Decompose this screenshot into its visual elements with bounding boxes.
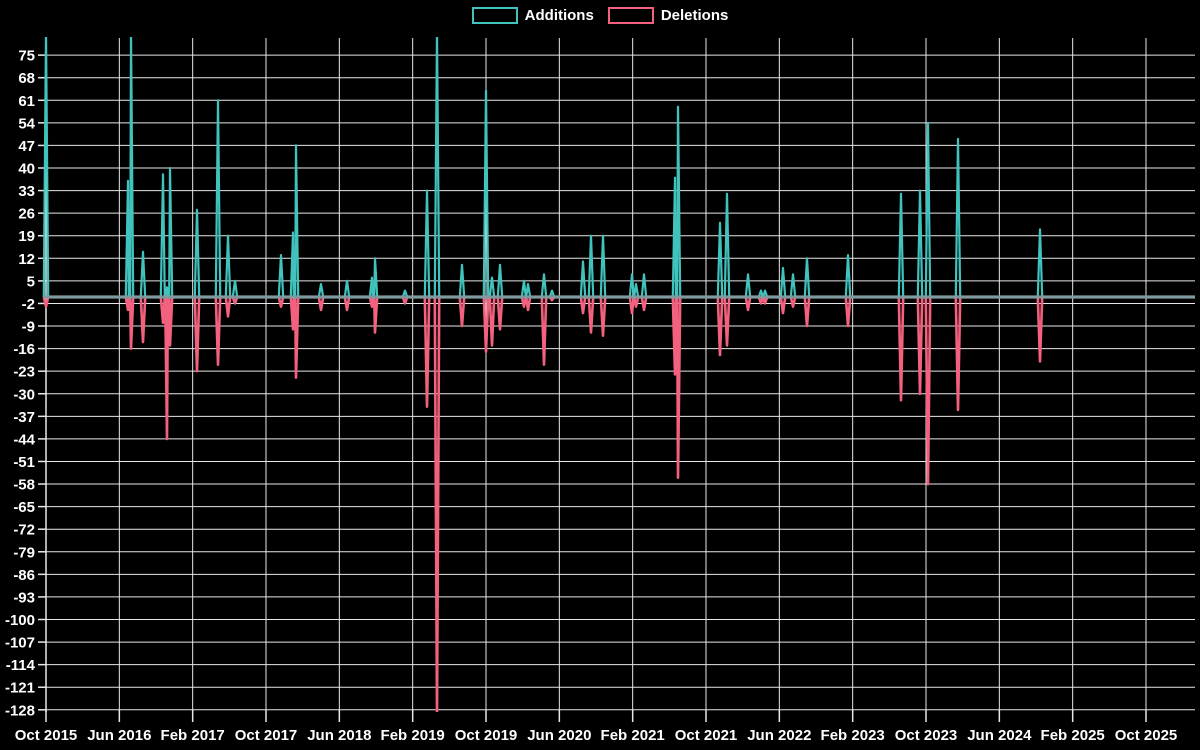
chart-legend: Additions Deletions <box>0 7 1200 24</box>
y-tick-label: -30 <box>13 386 35 403</box>
y-tick-label: -114 <box>6 657 36 674</box>
y-tick-label: -58 <box>13 477 35 494</box>
y-tick-label: 68 <box>18 70 35 87</box>
y-tick-label: -121 <box>5 680 35 697</box>
y-axis-labels: 75 68 61 54 47 40 33 26 19 12 5 -2 -9 -16 -23 -30 -37 -44… <box>5 48 36 720</box>
y-tick-label: -44 <box>13 431 35 448</box>
deletions-swatch-icon <box>607 7 654 24</box>
y-tick-label: -2 <box>22 296 35 313</box>
y-grid <box>38 54 1195 711</box>
x-tick-label: Feb 2021 <box>601 727 665 744</box>
y-tick-label: -16 <box>13 341 35 358</box>
x-tick-label: Feb 2025 <box>1041 727 1105 744</box>
y-tick-label: 54 <box>18 115 35 132</box>
y-tick-label: -65 <box>13 499 35 516</box>
y-tick-label: 26 <box>18 206 35 223</box>
additions-line <box>42 37 1195 299</box>
y-tick-label: 61 <box>18 93 35 110</box>
x-tick-label: Jun 2018 <box>307 727 371 744</box>
legend-item-deletions[interactable]: Deletions <box>607 7 729 24</box>
y-tick-label: 5 <box>27 273 35 290</box>
y-tick-label: -23 <box>13 364 35 381</box>
x-tick-label: Jun 2016 <box>87 727 151 744</box>
x-tick-label: Feb 2023 <box>821 727 885 744</box>
y-tick-label: -128 <box>5 702 35 719</box>
x-tick-label: Feb 2017 <box>161 727 225 744</box>
y-tick-label: 40 <box>18 161 35 178</box>
x-tick-label: Jun 2024 <box>967 727 1032 744</box>
y-tick-label: -79 <box>13 544 35 561</box>
y-tick-label: -100 <box>5 612 35 629</box>
y-tick-label: 19 <box>18 228 35 245</box>
y-tick-label: -86 <box>13 567 35 584</box>
y-tick-label: -107 <box>5 635 35 652</box>
y-tick-label: -37 <box>13 409 35 426</box>
x-tick-label: Oct 2017 <box>235 727 298 744</box>
x-tick-label: Oct 2021 <box>675 727 738 744</box>
x-tick-label: Oct 2015 <box>15 727 78 744</box>
deletions-line <box>42 295 1195 712</box>
y-tick-label: 47 <box>18 138 35 155</box>
legend-item-additions[interactable]: Additions <box>471 7 594 24</box>
y-tick-label: -51 <box>13 454 35 471</box>
x-tick-label: Oct 2025 <box>1115 727 1178 744</box>
x-tick-label: Jun 2020 <box>527 727 591 744</box>
y-tick-label: 33 <box>18 183 35 200</box>
y-tick-label: 12 <box>18 251 35 268</box>
y-tick-label: -9 <box>22 319 35 336</box>
y-tick-label: 75 <box>18 48 35 65</box>
x-axis-labels: Oct 2015 Jun 2016 Feb 2017 Oct 2017 Jun 2018… <box>15 727 1178 744</box>
additions-swatch-icon <box>471 7 518 24</box>
x-tick-label: Oct 2023 <box>895 727 958 744</box>
deletions-legend-label: Deletions <box>660 7 729 24</box>
y-tick-label: -72 <box>13 522 35 539</box>
x-tick-label: Oct 2019 <box>455 727 518 744</box>
additions-legend-label: Additions <box>524 7 594 24</box>
x-tick-label: Feb 2019 <box>381 727 445 744</box>
y-tick-label: -93 <box>13 589 35 606</box>
x-tick-label: Jun 2022 <box>747 727 811 744</box>
